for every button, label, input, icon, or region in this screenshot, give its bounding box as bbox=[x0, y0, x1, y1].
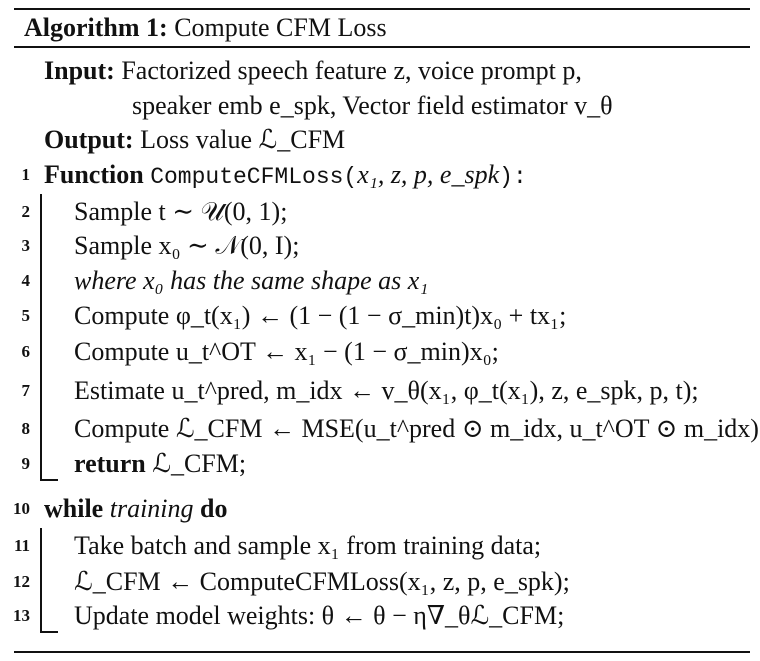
algo-line-13: Update model weights: θ ← θ − η∇_θℒ_CFM; bbox=[74, 601, 565, 630]
while-block-end bbox=[40, 631, 58, 633]
algo-line-2: Sample t ∼ 𝒰(0, 1); bbox=[74, 197, 288, 226]
algo-line-12: ℒ_CFM ← ComputeCFMLoss(x₁, z, p, e_spk); bbox=[74, 567, 570, 596]
top-rule bbox=[14, 8, 750, 10]
line-number-4: 4 bbox=[21, 271, 31, 290]
line-number-9: 9 bbox=[21, 454, 31, 473]
algo-line-11: Take batch and sample x₁ from training d… bbox=[74, 531, 542, 560]
line-number-6: 6 bbox=[21, 342, 31, 361]
function-name: ComputeCFMLoss( bbox=[150, 164, 358, 190]
output-line: Output: Loss value ℒ_CFM bbox=[44, 124, 345, 156]
while-keyword: while bbox=[44, 494, 104, 523]
function-keyword: Function bbox=[44, 160, 144, 189]
do-keyword: do bbox=[200, 494, 228, 523]
function-block-bar bbox=[40, 194, 42, 480]
line-number-12: 12 bbox=[13, 572, 30, 591]
algo-line-4: where x₀ has the same shape as x₁ bbox=[74, 266, 429, 295]
return-keyword: return bbox=[74, 449, 146, 478]
line-number-5: 5 bbox=[21, 306, 31, 325]
bottom-rule bbox=[14, 651, 750, 653]
function-close: ): bbox=[499, 164, 527, 190]
line-number-2: 2 bbox=[21, 202, 31, 221]
caption-title: Compute CFM Loss bbox=[174, 13, 387, 42]
line-number-1: 1 bbox=[21, 165, 31, 184]
line-number-10: 10 bbox=[13, 499, 30, 518]
algo-line-3: Sample x₀ ∼ 𝒩(0, I); bbox=[74, 231, 300, 260]
line-number-8: 8 bbox=[21, 419, 31, 438]
while-condition: training bbox=[109, 494, 194, 523]
algo-line-7: Estimate u_t^pred, m_idx ← v_θ(x₁, φ_t(x… bbox=[74, 376, 699, 405]
function-args: x₁, z, p, e_spk bbox=[357, 160, 500, 189]
line-number-11: 11 bbox=[13, 536, 30, 555]
algo-line-9: return ℒ_CFM; bbox=[74, 448, 246, 480]
line-number-13: 13 bbox=[13, 606, 30, 625]
input-label: Input: bbox=[44, 56, 115, 85]
caption-label: Algorithm 1: bbox=[24, 13, 168, 42]
input-line-2: speaker emb e_spk, Vector field estimato… bbox=[132, 91, 613, 120]
line-number-3: 3 bbox=[21, 236, 31, 255]
caption-rule bbox=[14, 46, 750, 48]
input-text-1: Factorized speech feature z, voice promp… bbox=[121, 56, 582, 85]
output-text: Loss value ℒ_CFM bbox=[140, 125, 346, 154]
algorithm-caption: Algorithm 1: Compute CFM Loss bbox=[24, 12, 387, 44]
line-number-7: 7 bbox=[21, 381, 31, 400]
while-line: while training do bbox=[44, 493, 228, 525]
algo-line-5: Compute φ_t(x₁) ← (1 − (1 − σ_min)t)x₀ +… bbox=[74, 301, 567, 330]
function-block-end bbox=[40, 479, 58, 481]
output-label: Output: bbox=[44, 125, 134, 154]
while-block-bar bbox=[40, 528, 42, 632]
algo-line-6: Compute u_t^OT ← x₁ − (1 − σ_min)x₀; bbox=[74, 337, 499, 366]
input-line-1: Input: Factorized speech feature z, voic… bbox=[44, 55, 582, 87]
algo-line-8: Compute ℒ_CFM ← MSE(u_t^pred ⊙ m_idx, u_… bbox=[74, 414, 760, 443]
return-value: ℒ_CFM; bbox=[152, 449, 247, 478]
function-line: Function ComputeCFMLoss(x₁, z, p, e_spk)… bbox=[44, 159, 527, 193]
